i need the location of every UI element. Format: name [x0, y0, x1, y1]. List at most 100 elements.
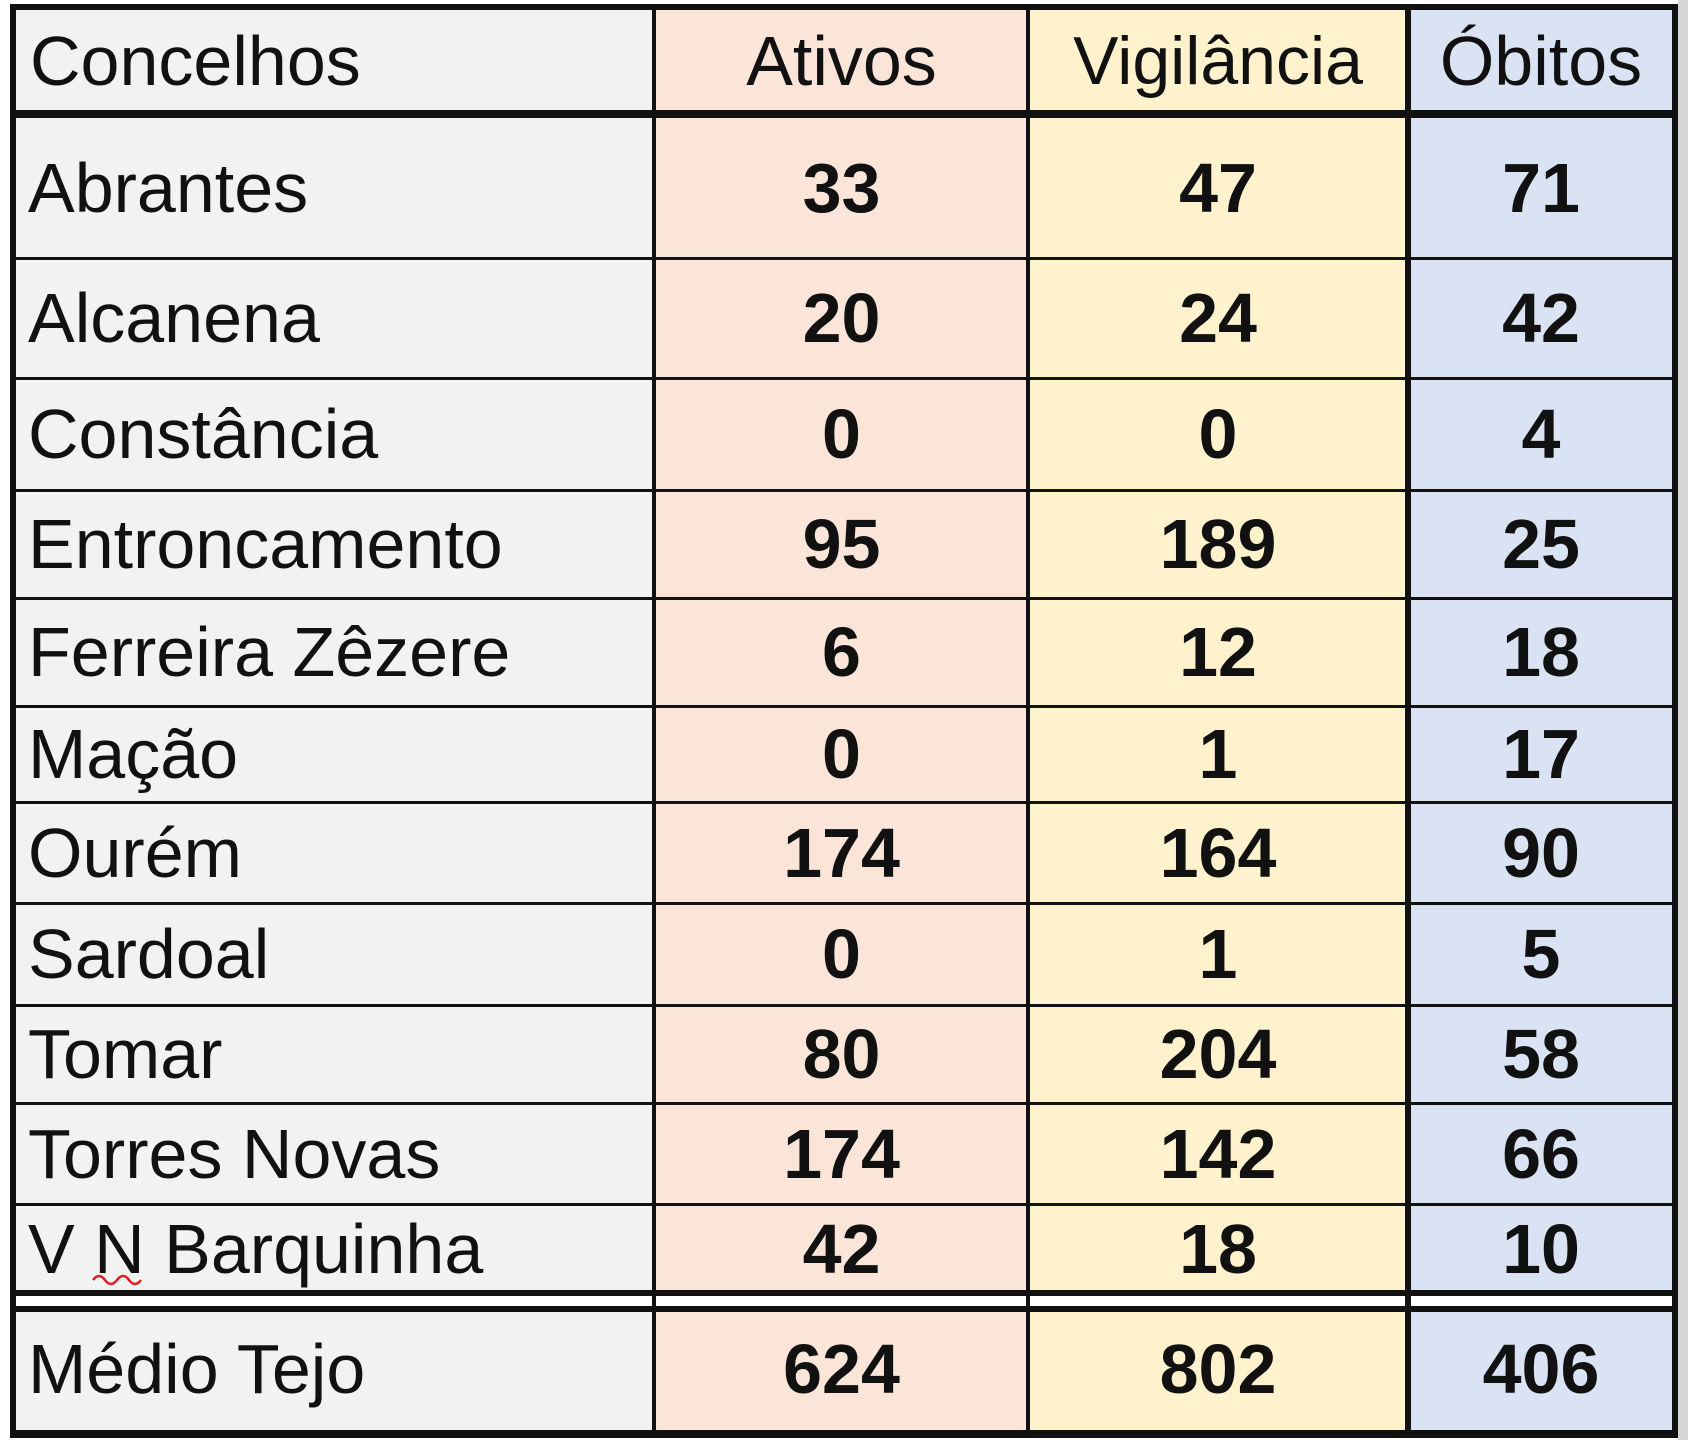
row-3-obitos-cell-text: 4 [1521, 395, 1561, 473]
row-10-concelho-cell[interactable]: Torres Novas [16, 1103, 655, 1204]
row-8-obitos-cell[interactable]: 5 [1408, 903, 1674, 1005]
row-3-vigilancia-cell[interactable]: 0 [1028, 378, 1408, 490]
row-6-ativos-cell-text: 0 [822, 715, 861, 793]
header-cell-concelho[interactable]: Concelhos [16, 8, 655, 113]
row-10-concelho-cell-text: Torres Novas [28, 1114, 441, 1193]
row-3-ativos-cell-text: 0 [822, 395, 861, 473]
row-1-obitos-cell-text: 71 [1502, 149, 1580, 227]
row-11-obitos-cell-text: 10 [1502, 1209, 1580, 1288]
row-1-concelho-cell[interactable]: Abrantes [16, 118, 655, 258]
row-8-ativos-cell[interactable]: 0 [655, 903, 1028, 1005]
table-border-right [1672, 4, 1678, 1436]
header-cell-ativos-text: Ativos [746, 21, 937, 100]
total-separator-gap [16, 1293, 1674, 1308]
row-11-concelho-cell[interactable]: V N Barquinha [16, 1204, 655, 1293]
row-10-obitos-cell-text: 66 [1502, 1114, 1580, 1193]
row-5-ativos-cell[interactable]: 6 [655, 598, 1028, 706]
header-cell-vigilancia-text: Vigilância [1073, 22, 1363, 99]
row-2-vigilancia-cell[interactable]: 24 [1028, 258, 1408, 378]
sheet-outside-area [1678, 0, 1688, 1440]
row-11-ativos-cell[interactable]: 42 [655, 1204, 1028, 1293]
header-cell-vigilancia[interactable]: Vigilância [1028, 8, 1408, 113]
row-1-obitos-cell[interactable]: 71 [1408, 118, 1674, 258]
row-8-concelho-cell-text: Sardoal [28, 915, 270, 993]
row-10-vigilancia-cell[interactable]: 142 [1028, 1103, 1408, 1204]
row-6-obitos-cell[interactable]: 17 [1408, 706, 1674, 802]
column-divider-3 [1405, 4, 1411, 1436]
row-divider-6 [16, 801, 1672, 804]
row-9-obitos-cell[interactable]: 58 [1408, 1005, 1674, 1103]
row-6-ativos-cell[interactable]: 0 [655, 706, 1028, 802]
row-1-vigilancia-cell[interactable]: 47 [1028, 118, 1408, 258]
row-4-ativos-cell[interactable]: 95 [655, 490, 1028, 598]
row-7-obitos-cell[interactable]: 90 [1408, 802, 1674, 903]
row-2-ativos-cell[interactable]: 20 [655, 258, 1028, 378]
row-11-obitos-cell[interactable]: 10 [1408, 1204, 1674, 1293]
row-3-concelho-cell[interactable]: Constância [16, 378, 655, 490]
row-divider-1 [16, 257, 1672, 260]
row-8-concelho-cell[interactable]: Sardoal [16, 903, 655, 1005]
row-7-ativos-cell[interactable]: 174 [655, 802, 1028, 903]
row-4-ativos-cell-text: 95 [802, 505, 881, 583]
table-border-bottom [10, 1430, 1678, 1438]
row-3-vigilancia-cell-text: 0 [1198, 395, 1238, 473]
row-10-obitos-cell[interactable]: 66 [1408, 1103, 1674, 1204]
row-divider-2 [16, 377, 1672, 380]
row-4-obitos-cell[interactable]: 25 [1408, 490, 1674, 598]
row-10-ativos-cell[interactable]: 174 [655, 1103, 1028, 1204]
row-5-ativos-cell-text: 6 [822, 613, 861, 691]
row-7-concelho-cell[interactable]: Ourém [16, 802, 655, 903]
row-divider-9 [16, 1102, 1672, 1105]
row-1-vigilancia-cell-text: 47 [1179, 149, 1257, 227]
header-cell-obitos[interactable]: Óbitos [1408, 8, 1674, 113]
table-border-top [10, 4, 1678, 10]
row-9-vigilancia-cell[interactable]: 204 [1028, 1005, 1408, 1103]
row-11-vigilancia-cell-text: 18 [1179, 1209, 1257, 1288]
row-2-concelho-cell[interactable]: Alcanena [16, 258, 655, 378]
row-4-vigilancia-cell[interactable]: 189 [1028, 490, 1408, 598]
total-vigilancia-cell[interactable]: 802 [1028, 1308, 1408, 1430]
header-cell-ativos[interactable]: Ativos [655, 8, 1028, 113]
row-7-vigilancia-cell[interactable]: 164 [1028, 802, 1408, 903]
row-8-vigilancia-cell[interactable]: 1 [1028, 903, 1408, 1005]
row-11-ativos-cell-text: 42 [802, 1209, 881, 1288]
row-7-obitos-cell-text: 90 [1502, 813, 1580, 892]
row-5-concelho-cell[interactable]: Ferreira Zêzere [16, 598, 655, 706]
row-10-vigilancia-cell-text: 142 [1159, 1114, 1277, 1193]
total-ativos-cell-text: 624 [783, 1330, 900, 1408]
total-concelho-cell[interactable]: Médio Tejo [16, 1308, 655, 1430]
row-1-ativos-cell[interactable]: 33 [655, 118, 1028, 258]
row-6-obitos-cell-text: 17 [1502, 715, 1580, 793]
row-9-concelho-cell-text: Tomar [28, 1015, 223, 1093]
spellcheck-underline [92, 1274, 142, 1286]
row-3-obitos-cell[interactable]: 4 [1408, 378, 1674, 490]
row-5-obitos-cell[interactable]: 18 [1408, 598, 1674, 706]
row-10-ativos-cell-text: 174 [783, 1114, 900, 1193]
row-9-concelho-cell[interactable]: Tomar [16, 1005, 655, 1103]
row-divider-8 [16, 1004, 1672, 1007]
row-5-obitos-cell-text: 18 [1502, 613, 1580, 691]
total-concelho-cell-text: Médio Tejo [28, 1330, 366, 1408]
row-4-concelho-cell[interactable]: Entroncamento [16, 490, 655, 598]
total-obitos-cell[interactable]: 406 [1408, 1308, 1674, 1430]
row-2-vigilancia-cell-text: 24 [1179, 279, 1257, 357]
row-6-concelho-cell-text: Mação [28, 715, 239, 793]
header-border-bottom [10, 110, 1678, 118]
row-9-ativos-cell[interactable]: 80 [655, 1005, 1028, 1103]
row-2-obitos-cell[interactable]: 42 [1408, 258, 1674, 378]
row-9-vigilancia-cell-text: 204 [1159, 1015, 1277, 1093]
row-5-vigilancia-cell[interactable]: 12 [1028, 598, 1408, 706]
row-11-vigilancia-cell[interactable]: 18 [1028, 1204, 1408, 1293]
row-1-ativos-cell-text: 33 [802, 149, 881, 227]
row-4-obitos-cell-text: 25 [1502, 505, 1580, 583]
row-6-concelho-cell[interactable]: Mação [16, 706, 655, 802]
row-9-obitos-cell-text: 58 [1502, 1015, 1580, 1093]
row-5-concelho-cell-text: Ferreira Zêzere [28, 613, 511, 691]
row-7-ativos-cell-text: 174 [783, 813, 900, 892]
column-divider-2 [1026, 4, 1030, 1436]
row-3-ativos-cell[interactable]: 0 [655, 378, 1028, 490]
total-ativos-cell[interactable]: 624 [655, 1308, 1028, 1430]
row-6-vigilancia-cell[interactable]: 1 [1028, 706, 1408, 802]
row-divider-7 [16, 902, 1672, 905]
row-4-vigilancia-cell-text: 189 [1159, 505, 1277, 583]
